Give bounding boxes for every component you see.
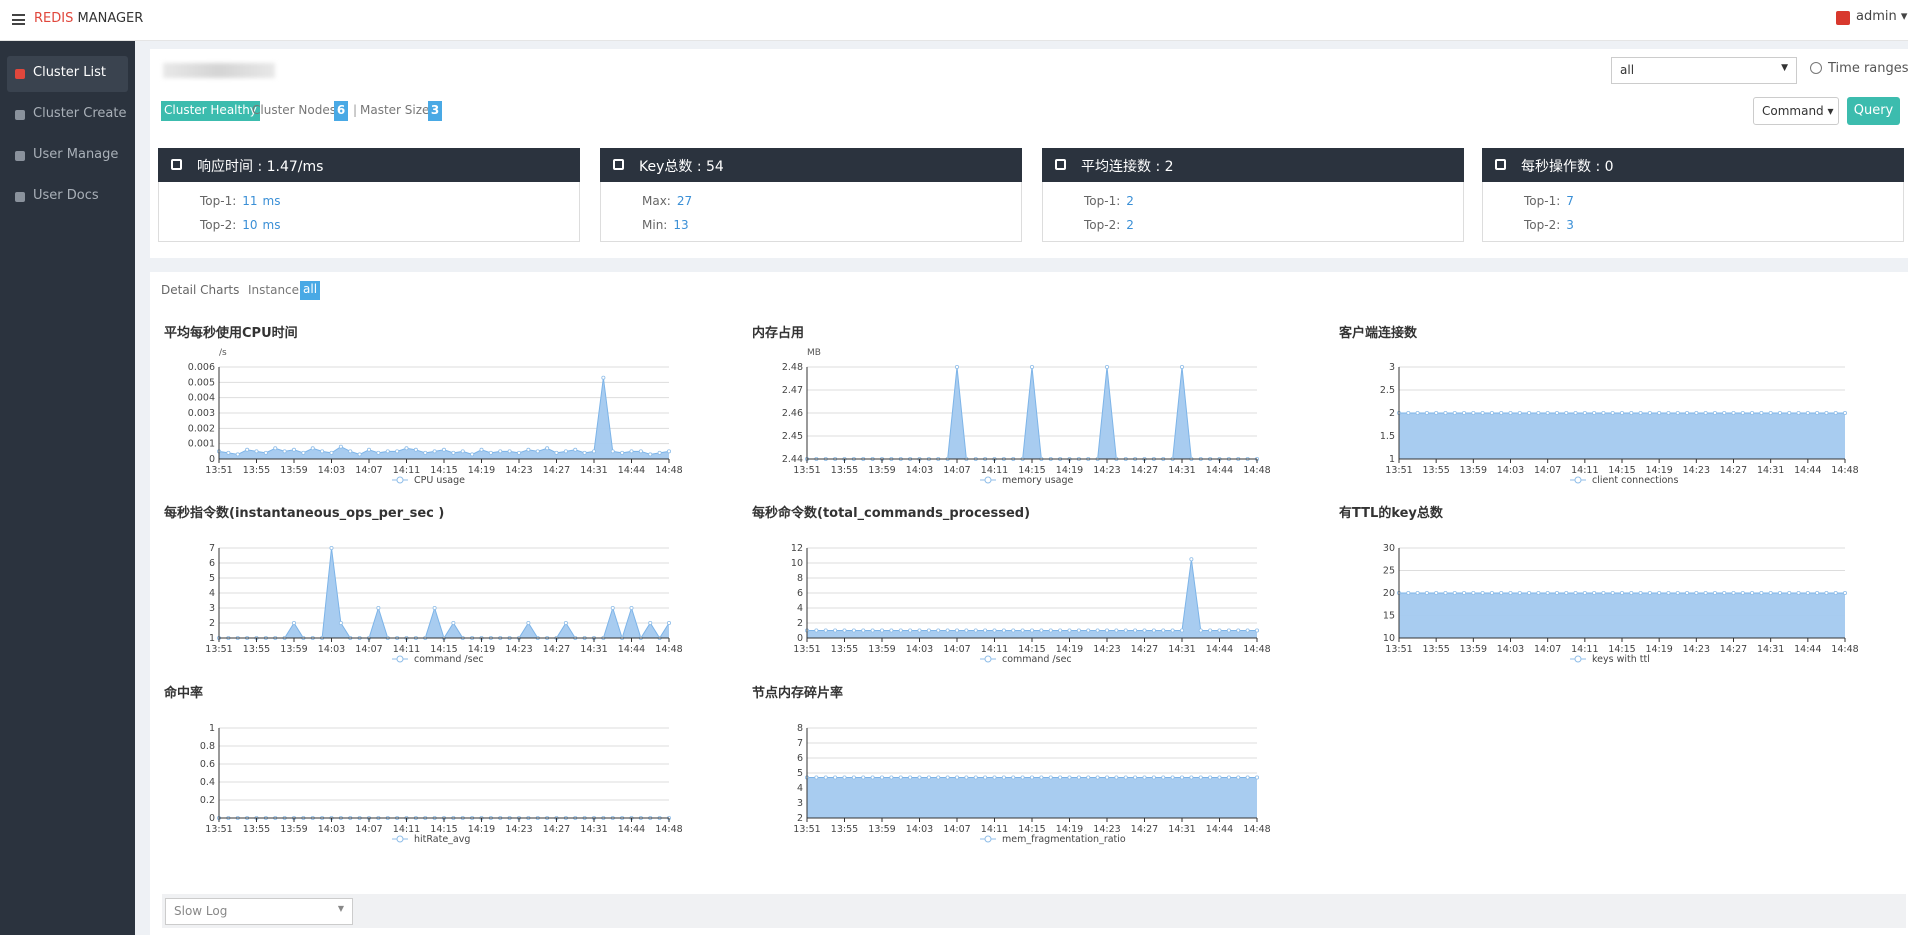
stat-title: 平均连接数 : 2 (1081, 159, 1174, 175)
nav-icon (15, 192, 25, 202)
nav-item[interactable]: Cluster List (7, 56, 128, 92)
stat-icon (613, 159, 624, 170)
nav-text: User Manage (33, 147, 119, 162)
slow-log-bar (162, 894, 1906, 928)
stat-card: Key总数 : 54 Max: 27 Min: 13 (600, 148, 1022, 242)
stat-card: 响应时间 : 1.47/ms Top-1: 11 ms Top-2: 10 ms (158, 148, 580, 242)
brand-red: REDIS (34, 11, 74, 26)
stat-row: Top-2: 10 ms (200, 218, 281, 232)
stat-row: Max: 27 (642, 194, 697, 208)
stat-icon (1495, 159, 1506, 170)
sidebar (0, 41, 135, 935)
stat-row: Min: 13 (642, 218, 694, 232)
stat-value: 27 (676, 194, 693, 208)
separator: | (353, 103, 358, 117)
nodes-label: Cluster Nodes: (252, 103, 341, 117)
nav-icon (15, 69, 25, 79)
stat-card: 每秒操作数 : 0 Top-1: 7 Top-2: 3 (1482, 148, 1904, 242)
detail-card (150, 272, 1908, 935)
stat-value: 2 (1126, 218, 1134, 232)
stat-title: 每秒操作数 : 0 (1521, 159, 1614, 175)
detail-label: Detail Charts (161, 283, 240, 297)
nodes-badge: 6 (334, 101, 348, 121)
stat-icon (171, 159, 182, 170)
stat-icon (1055, 159, 1066, 170)
stat-label: Top-2: (200, 218, 237, 232)
brand: REDIS MANAGER (34, 11, 143, 26)
query-button[interactable]: Query (1847, 97, 1900, 125)
stat-row: Top-2: 3 (1524, 218, 1579, 232)
healthy-badge: Cluster Healthy (161, 101, 260, 121)
clock-icon (1810, 62, 1822, 74)
stat-label: Max: (642, 194, 671, 208)
stat-value: 2 (1126, 194, 1134, 208)
top-bar (0, 0, 1908, 41)
range-select[interactable]: all ▼ (1611, 57, 1797, 84)
nav-text: Cluster List (33, 65, 106, 80)
stat-row: Top-1: 11 ms (200, 194, 281, 208)
stat-value: 10 (242, 218, 258, 232)
stat-label: Top-1: (1524, 194, 1561, 208)
stat-card: 平均连接数 : 2 Top-1: 2 Top-2: 2 (1042, 148, 1464, 242)
stat-unit: ms (262, 194, 281, 208)
master-badge: 3 (428, 101, 442, 121)
user-icon (1836, 11, 1850, 25)
stat-header (158, 148, 580, 182)
master-label: Master Size: (360, 103, 434, 117)
user-name: admin (1856, 9, 1897, 24)
stat-header (600, 148, 1022, 182)
stat-label: Top-2: (1524, 218, 1561, 232)
range-value: all (1620, 63, 1635, 77)
time-ranges[interactable]: Time ranges (1828, 61, 1908, 76)
stat-value: 13 (673, 218, 689, 232)
blurred-name (163, 63, 275, 78)
stat-label: Min: (642, 218, 668, 232)
brand-text: MANAGER (77, 11, 144, 26)
command-text: Command (1762, 104, 1824, 118)
stat-title: 响应时间 : 1.47/ms (197, 159, 324, 175)
nav-icon (15, 151, 25, 161)
nav-item[interactable]: Cluster Create (7, 97, 128, 133)
nav-text: User Docs (33, 188, 99, 203)
stat-title: Key总数 : 54 (639, 159, 724, 175)
stat-label: Top-2: (1084, 218, 1121, 232)
menu-toggle[interactable] (12, 14, 25, 25)
nav-item[interactable]: User Manage (7, 138, 128, 174)
command-button[interactable]: Command ▾ (1753, 97, 1839, 125)
slow-log-text: Slow Log (174, 904, 228, 918)
stat-header (1482, 148, 1904, 182)
stat-header (1042, 148, 1464, 182)
stat-unit: ms (262, 218, 281, 232)
nav-item[interactable]: User Docs (7, 179, 128, 215)
stat-value: 3 (1566, 218, 1574, 232)
stat-row: Top-1: 7 (1524, 194, 1579, 208)
slow-log-select[interactable]: Slow Log ▼ (165, 898, 353, 925)
user-menu[interactable]: admin ▾ (1856, 9, 1908, 24)
stat-value: 7 (1566, 194, 1574, 208)
instance-badge: all (300, 281, 321, 300)
instance-label: Instance: (248, 283, 304, 297)
nav-text: Cluster Create (33, 106, 127, 121)
stat-label: Top-1: (1084, 194, 1121, 208)
stat-value: 11 (242, 194, 258, 208)
stat-row: Top-2: 2 (1084, 218, 1139, 232)
stat-row: Top-1: 2 (1084, 194, 1139, 208)
nav-icon (15, 110, 25, 120)
stat-label: Top-1: (200, 194, 237, 208)
